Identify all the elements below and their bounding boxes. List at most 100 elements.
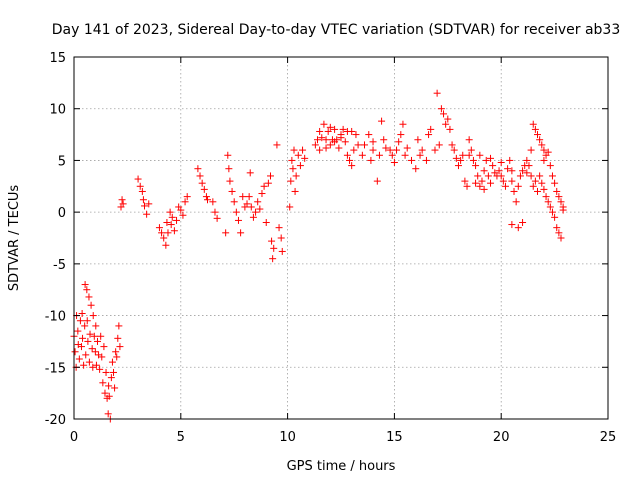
data-point bbox=[213, 214, 221, 222]
data-point bbox=[536, 172, 544, 180]
x-tick-label: 15 bbox=[386, 430, 403, 445]
data-point bbox=[555, 229, 563, 237]
data-point bbox=[407, 156, 415, 164]
data-point bbox=[87, 301, 95, 309]
data-point bbox=[85, 358, 93, 366]
data-point bbox=[316, 146, 324, 154]
data-point bbox=[286, 203, 294, 211]
data-point bbox=[375, 151, 383, 159]
data-point bbox=[341, 138, 349, 146]
data-point bbox=[262, 218, 270, 226]
data-point bbox=[540, 156, 548, 164]
data-point bbox=[75, 355, 83, 363]
data-point bbox=[139, 196, 147, 204]
data-point bbox=[437, 105, 445, 113]
data-point bbox=[512, 198, 520, 206]
data-point bbox=[226, 177, 234, 185]
y-tick-label: 5 bbox=[58, 154, 66, 169]
data-point bbox=[516, 172, 524, 180]
data-point bbox=[519, 167, 527, 175]
y-axis-label: SDTVAR / TECUs bbox=[7, 185, 22, 292]
data-point bbox=[414, 136, 422, 144]
data-point bbox=[399, 120, 407, 128]
data-point bbox=[311, 141, 319, 149]
data-point bbox=[480, 167, 488, 175]
data-point bbox=[179, 211, 187, 219]
y-tick-label: 0 bbox=[58, 206, 66, 221]
data-point bbox=[160, 234, 168, 242]
data-point bbox=[367, 156, 375, 164]
data-point bbox=[145, 200, 153, 208]
data-point bbox=[318, 134, 326, 142]
data-point bbox=[551, 179, 559, 187]
data-point bbox=[476, 151, 484, 159]
data-point bbox=[350, 146, 358, 154]
data-point bbox=[559, 206, 567, 214]
data-point bbox=[508, 221, 516, 229]
data-point bbox=[425, 131, 433, 139]
data-point bbox=[343, 151, 351, 159]
data-point bbox=[514, 224, 522, 232]
y-tick-labels: -20 -15 -10 -5 0 5 10 15 bbox=[45, 51, 66, 428]
data-point bbox=[369, 138, 377, 146]
data-point bbox=[435, 141, 443, 149]
data-point bbox=[138, 187, 146, 195]
data-point bbox=[523, 169, 531, 177]
data-point bbox=[472, 179, 480, 187]
data-point bbox=[557, 198, 565, 206]
data-point bbox=[254, 198, 262, 206]
data-point bbox=[224, 151, 232, 159]
data-point bbox=[166, 208, 174, 216]
data-point bbox=[506, 156, 514, 164]
data-point bbox=[440, 110, 448, 118]
data-point bbox=[388, 151, 396, 159]
data-point bbox=[88, 345, 96, 353]
data-point bbox=[546, 203, 554, 211]
data-point bbox=[527, 146, 535, 154]
data-point bbox=[78, 310, 86, 318]
data-point bbox=[289, 165, 297, 173]
data-point bbox=[519, 218, 527, 226]
data-point bbox=[544, 148, 552, 156]
data-point bbox=[322, 136, 330, 144]
x-axis-label: GPS time / hours bbox=[287, 459, 396, 474]
data-point bbox=[102, 368, 110, 376]
data-point bbox=[74, 327, 82, 335]
data-point bbox=[181, 198, 189, 206]
data-point bbox=[546, 162, 554, 170]
data-point bbox=[230, 198, 238, 206]
x-tick-label: 25 bbox=[600, 430, 617, 445]
data-point bbox=[155, 224, 163, 232]
data-point bbox=[134, 175, 142, 183]
data-point bbox=[163, 218, 171, 226]
data-point bbox=[239, 193, 247, 201]
data-point bbox=[81, 322, 89, 330]
data-point bbox=[76, 317, 84, 325]
data-point bbox=[246, 169, 254, 177]
data-point bbox=[288, 156, 296, 164]
data-point bbox=[544, 198, 552, 206]
data-point bbox=[397, 131, 405, 139]
data-point bbox=[77, 343, 85, 351]
data-point bbox=[111, 384, 119, 392]
data-point bbox=[508, 167, 516, 175]
data-point bbox=[290, 146, 298, 154]
data-point bbox=[454, 162, 462, 170]
data-point bbox=[209, 198, 217, 206]
data-point bbox=[444, 115, 452, 123]
data-point bbox=[442, 120, 450, 128]
data-point bbox=[422, 156, 430, 164]
data-point bbox=[200, 185, 208, 193]
data-point bbox=[386, 146, 394, 154]
data-point bbox=[177, 206, 185, 214]
data-point bbox=[91, 348, 99, 356]
data-point bbox=[452, 154, 460, 162]
data-point bbox=[173, 216, 181, 224]
data-point bbox=[287, 177, 295, 185]
data-point bbox=[446, 125, 454, 133]
data-point bbox=[301, 154, 309, 162]
data-point bbox=[401, 151, 409, 159]
data-point bbox=[277, 234, 285, 242]
data-point bbox=[104, 410, 112, 418]
data-point bbox=[548, 208, 556, 216]
